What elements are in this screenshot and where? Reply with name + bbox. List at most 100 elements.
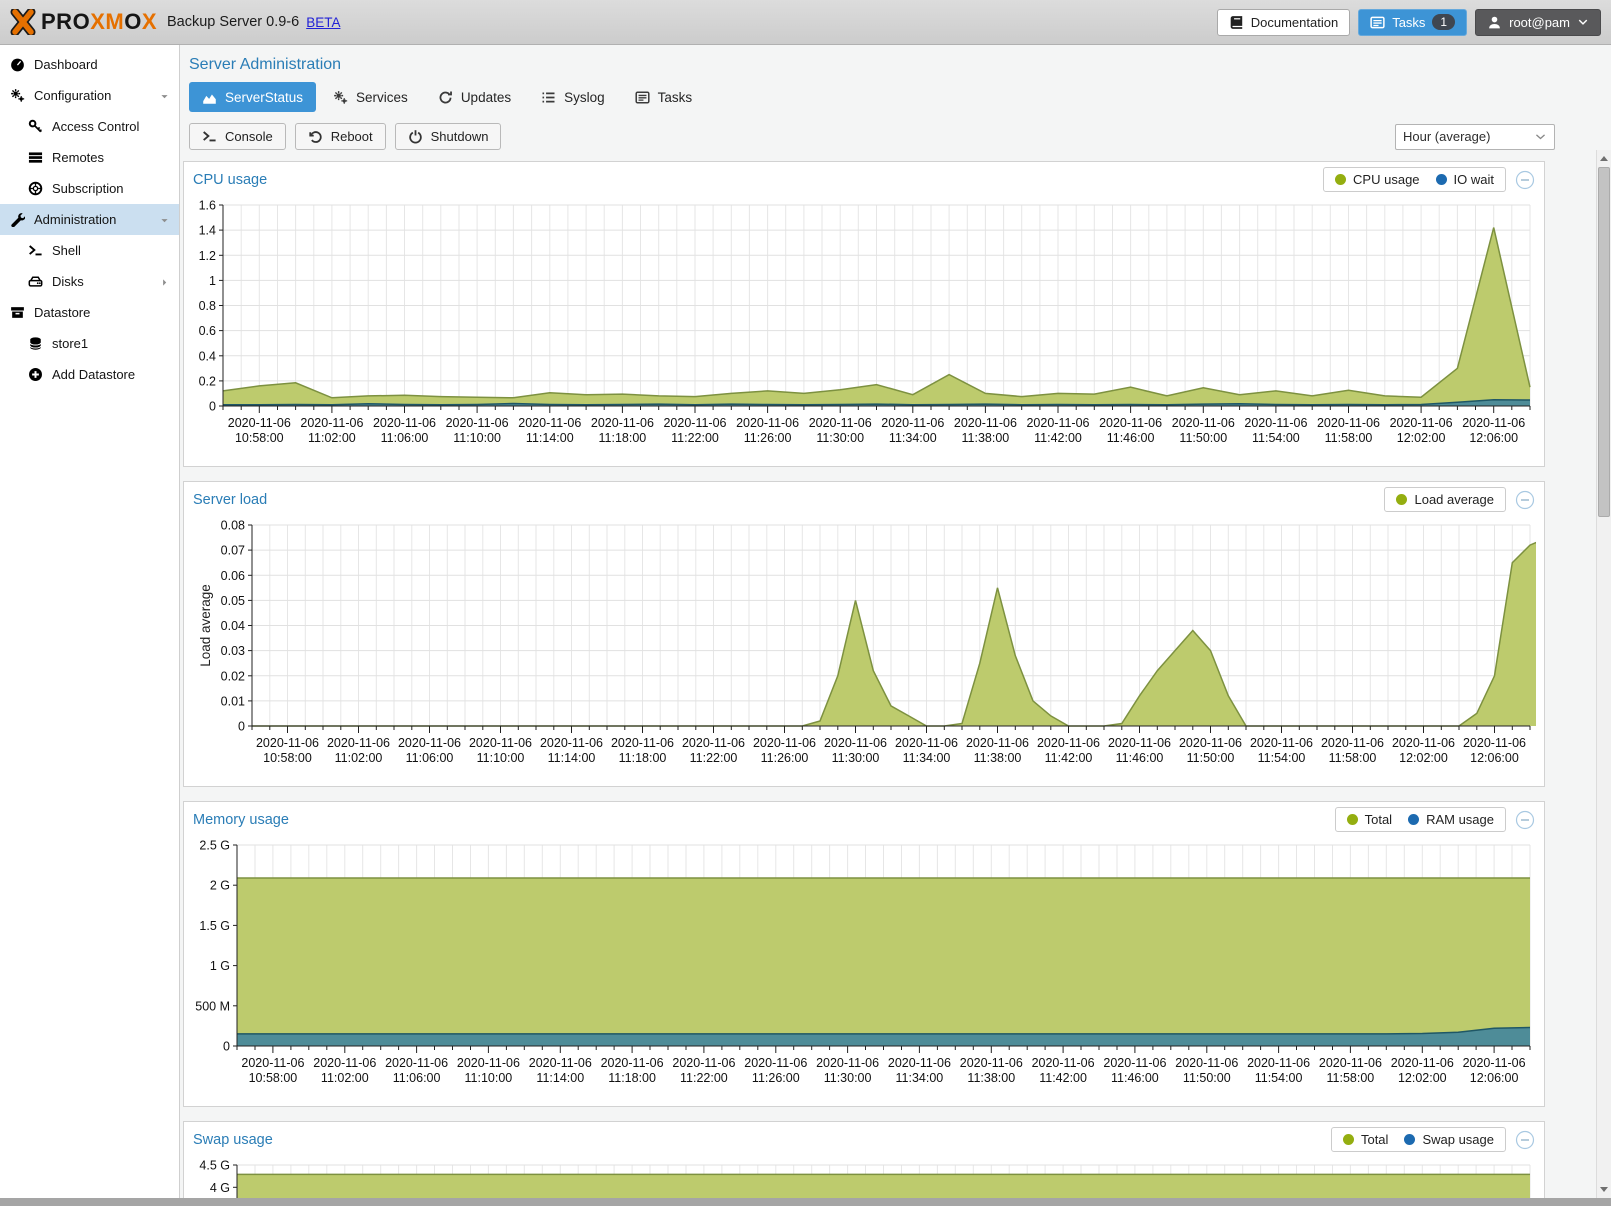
time-range-select[interactable]: Hour (average) (1395, 123, 1555, 150)
server-load-panel: Server load Load average 0 0.01 0.02 0.03 0.04… (183, 481, 1549, 787)
svg-text:2020-11-06: 2020-11-06 (373, 416, 436, 430)
scroll-up-arrow[interactable] (1597, 151, 1611, 166)
sidebar-item-configuration[interactable]: Configuration (0, 80, 179, 111)
sidebar-item-label: Configuration (34, 88, 112, 103)
user-icon (1487, 15, 1502, 30)
sidebar-item-label: Datastore (34, 305, 91, 320)
svg-text:11:22:00: 11:22:00 (671, 431, 719, 445)
memory-usage-legend: Total RAM usage (1334, 807, 1506, 832)
chart-plot: 00.20.40.60.811.21.41.62020-11-0610:58:0… (199, 199, 1531, 445)
svg-text:2020-11-06: 2020-11-06 (1026, 416, 1089, 430)
legend-dot-icon (1408, 814, 1420, 825)
svg-text:2020-11-06: 2020-11-06 (1319, 1056, 1382, 1070)
collapse-panel-icon[interactable] (1515, 1130, 1535, 1150)
svg-text:0.03: 0.03 (221, 644, 245, 658)
svg-text:0: 0 (223, 1040, 230, 1054)
sidebar-item-label: Subscription (52, 181, 124, 196)
svg-text:0: 0 (238, 720, 245, 734)
documentation-button[interactable]: Documentation (1216, 8, 1351, 36)
svg-text:2020-11-06: 2020-11-06 (960, 1056, 1023, 1070)
svg-text:2020-11-06: 2020-11-06 (1462, 416, 1525, 430)
legend-dot-icon (1342, 1134, 1354, 1145)
tab-updates[interactable]: Updates (425, 82, 524, 112)
svg-text:2020-11-06: 2020-11-06 (1032, 1056, 1095, 1070)
legend-dot-icon (1404, 1134, 1416, 1145)
svg-text:2020-11-06: 2020-11-06 (1390, 416, 1453, 430)
tab-syslog[interactable]: Syslog (528, 82, 618, 112)
svg-text:10:58:00: 10:58:00 (235, 431, 284, 445)
sidebar-item-shell[interactable]: Shell (0, 235, 179, 266)
button-label: Shutdown (430, 129, 489, 144)
svg-text:1.4: 1.4 (199, 224, 216, 238)
reboot-button[interactable]: Reboot (294, 123, 386, 150)
svg-text:11:06:00: 11:06:00 (381, 431, 429, 445)
svg-text:2020-11-06: 2020-11-06 (529, 1056, 592, 1070)
sidebar-item-label: Add Datastore (52, 367, 136, 382)
svg-text:2020-11-06: 2020-11-06 (753, 736, 816, 750)
vertical-scrollbar[interactable] (1596, 150, 1611, 1198)
tab-services[interactable]: Services (320, 82, 421, 112)
caret-right-icon (159, 276, 170, 287)
sidebar-item-disks[interactable]: Disks (0, 266, 179, 297)
svg-text:2020-11-06: 2020-11-06 (1172, 416, 1235, 430)
svg-text:2020-11-06: 2020-11-06 (1099, 416, 1162, 430)
sidebar-item-remotes[interactable]: Remotes (0, 142, 179, 173)
sidebar-item-store1[interactable]: store1 (0, 328, 179, 359)
sidebar-item-label: Access Control (52, 119, 140, 134)
svg-text:12:06:00: 12:06:00 (1470, 1071, 1519, 1085)
svg-text:12:02:00: 12:02:00 (1399, 751, 1448, 765)
collapse-panel-icon[interactable] (1515, 810, 1535, 830)
legend-dot-icon (1346, 814, 1358, 825)
panel-title: Server load (193, 491, 268, 508)
svg-text:2020-11-06: 2020-11-06 (313, 1056, 376, 1070)
svg-text:2020-11-06: 2020-11-06 (888, 1056, 951, 1070)
panel-title: Swap usage (193, 1131, 273, 1148)
terminal-icon (202, 129, 217, 144)
cpu-usage-legend: CPU usage IO wait (1323, 167, 1506, 192)
tab-label: Updates (460, 89, 512, 105)
legend-item: Total (1342, 1132, 1388, 1147)
chart-area-icon (202, 90, 217, 105)
sidebar-item-administration[interactable]: Administration (0, 204, 179, 235)
sidebar-item-dashboard[interactable]: Dashboard (0, 49, 179, 80)
svg-text:Load average: Load average (198, 584, 213, 667)
sidebar-item-subscription[interactable]: Subscription (0, 173, 179, 204)
scroll-down-arrow[interactable] (1597, 1182, 1611, 1197)
svg-text:11:54:00: 11:54:00 (1252, 431, 1300, 445)
svg-text:0.01: 0.01 (221, 694, 245, 708)
panel-header: Swap usage Total Swap usage (184, 1122, 1544, 1157)
collapse-panel-icon[interactable] (1515, 170, 1535, 190)
svg-text:2020-11-06: 2020-11-06 (672, 1056, 735, 1070)
sidebar-item-datastore[interactable]: Datastore (0, 297, 179, 328)
beta-link[interactable]: BETA (306, 14, 341, 30)
svg-text:0.06: 0.06 (221, 569, 245, 583)
shutdown-button[interactable]: Shutdown (394, 123, 502, 150)
tab-serverstatus[interactable]: ServerStatus (189, 82, 317, 112)
user-menu-button[interactable]: root@pam (1475, 8, 1601, 36)
panel-header: Memory usage Total RAM usage (184, 802, 1544, 837)
svg-text:11:30:00: 11:30:00 (824, 1071, 872, 1085)
panel-header: Server load Load average (184, 482, 1544, 517)
svg-text:4.5 G: 4.5 G (199, 1159, 230, 1173)
sidebar-item-label: Remotes (52, 150, 105, 165)
svg-text:11:42:00: 11:42:00 (1034, 431, 1082, 445)
svg-text:11:46:00: 11:46:00 (1111, 1071, 1159, 1085)
legend-label: Load average (1414, 492, 1494, 507)
sidebar-item-access-control[interactable]: Access Control (0, 111, 179, 142)
sidebar-item-add-datastore[interactable]: Add Datastore (0, 359, 179, 390)
svg-text:11:02:00: 11:02:00 (321, 1071, 369, 1085)
svg-text:0.6: 0.6 (199, 324, 216, 338)
gears-icon (333, 90, 348, 105)
svg-text:11:34:00: 11:34:00 (896, 1071, 944, 1085)
scrollbar-thumb[interactable] (1598, 167, 1610, 517)
tab-tasks[interactable]: Tasks (622, 82, 706, 112)
toolbar: Console Reboot Shutdown Hour (average) (181, 121, 1611, 161)
console-button[interactable]: Console (189, 123, 286, 150)
svg-text:2020-11-06: 2020-11-06 (1317, 416, 1380, 430)
collapse-panel-icon[interactable] (1515, 490, 1535, 510)
svg-text:11:26:00: 11:26:00 (744, 431, 792, 445)
svg-text:11:10:00: 11:10:00 (477, 751, 525, 765)
tasks-button[interactable]: Tasks 1 (1358, 8, 1468, 36)
panel-title: CPU usage (193, 171, 268, 188)
